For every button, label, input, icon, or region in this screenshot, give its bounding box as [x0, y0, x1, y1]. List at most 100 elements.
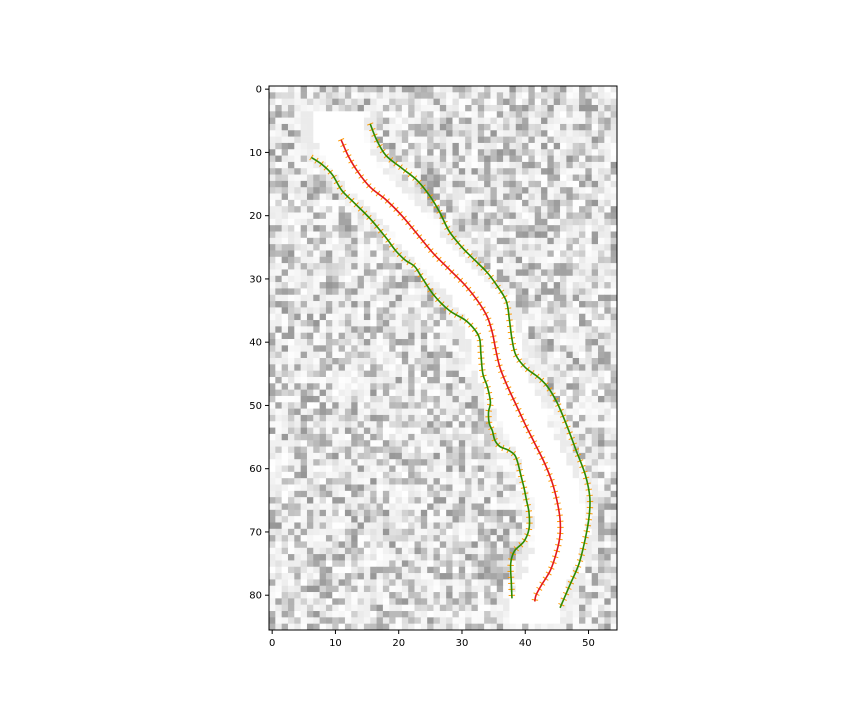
noise-pixel — [471, 358, 478, 365]
noise-pixel — [440, 92, 447, 99]
noise-pixel — [389, 554, 396, 561]
noise-pixel — [598, 535, 605, 542]
noise-pixel — [320, 352, 327, 359]
noise-pixel — [294, 472, 301, 479]
noise-pixel — [598, 453, 605, 460]
noise-pixel — [275, 263, 282, 270]
noise-pixel — [592, 206, 599, 213]
noise-pixel — [402, 225, 409, 232]
noise-pixel — [604, 213, 611, 220]
noise-pixel — [415, 377, 422, 384]
noise-pixel — [383, 428, 390, 435]
noise-pixel — [484, 352, 491, 359]
noise-pixel — [541, 503, 548, 510]
noise-pixel — [541, 181, 548, 188]
noise-pixel — [358, 111, 365, 118]
noise-pixel — [377, 333, 384, 340]
noise-pixel — [592, 579, 599, 586]
noise-pixel — [560, 352, 567, 359]
noise-pixel — [389, 257, 396, 264]
noise-pixel — [408, 586, 415, 593]
noise-pixel — [434, 175, 441, 182]
noise-pixel — [528, 560, 535, 567]
noise-pixel — [465, 238, 472, 245]
noise-pixel — [427, 478, 434, 485]
noise-pixel — [598, 118, 605, 125]
noise-pixel — [490, 364, 497, 371]
noise-pixel — [307, 415, 314, 422]
noise-pixel — [402, 434, 409, 441]
noise-pixel — [339, 617, 346, 624]
noise-pixel — [598, 522, 605, 529]
noise-pixel — [446, 383, 453, 390]
noise-pixel — [503, 105, 510, 112]
noise-pixel — [364, 288, 371, 295]
noise-pixel — [509, 371, 516, 378]
noise-pixel — [560, 611, 567, 618]
noise-pixel — [598, 605, 605, 612]
noise-pixel — [408, 466, 415, 473]
noise-pixel — [320, 194, 327, 201]
noise-pixel — [358, 257, 365, 264]
noise-pixel — [471, 466, 478, 473]
noise-pixel — [275, 156, 282, 163]
noise-pixel — [402, 402, 409, 409]
noise-pixel — [604, 478, 611, 485]
noise-pixel — [579, 377, 586, 384]
noise-pixel — [554, 105, 561, 112]
noise-pixel — [446, 586, 453, 593]
noise-pixel — [446, 168, 453, 175]
noise-pixel — [566, 137, 573, 144]
noise-pixel — [547, 307, 554, 314]
noise-pixel — [522, 231, 529, 238]
noise-pixel — [313, 244, 320, 251]
noise-pixel — [389, 225, 396, 232]
noise-pixel — [497, 421, 504, 428]
noise-pixel — [560, 225, 567, 232]
noise-pixel — [408, 592, 415, 599]
noise-pixel — [396, 187, 403, 194]
noise-pixel — [604, 320, 611, 327]
noise-pixel — [427, 206, 434, 213]
noise-pixel — [611, 364, 618, 371]
noise-pixel — [459, 617, 466, 624]
noise-pixel — [560, 181, 567, 188]
noise-pixel — [427, 415, 434, 422]
noise-pixel — [326, 522, 333, 529]
noise-pixel — [396, 99, 403, 106]
noise-pixel — [541, 105, 548, 112]
noise-pixel — [408, 314, 415, 321]
noise-pixel — [465, 415, 472, 422]
noise-pixel — [585, 586, 592, 593]
noise-pixel — [522, 250, 529, 257]
noise-pixel — [383, 225, 390, 232]
noise-pixel — [465, 396, 472, 403]
noise-pixel — [326, 554, 333, 561]
noise-pixel — [269, 617, 276, 624]
noise-pixel — [503, 497, 510, 504]
noise-pixel — [611, 333, 618, 340]
noise-pixel — [421, 605, 428, 612]
noise-pixel — [415, 605, 422, 612]
noise-pixel — [282, 485, 289, 492]
noise-pixel — [440, 137, 447, 144]
noise-pixel — [427, 567, 434, 574]
noise-pixel — [396, 421, 403, 428]
noise-pixel — [604, 200, 611, 207]
noise-pixel — [497, 383, 504, 390]
noise-pixel — [446, 447, 453, 454]
noise-pixel — [389, 383, 396, 390]
noise-pixel — [547, 434, 554, 441]
noise-pixel — [288, 383, 295, 390]
noise-pixel — [528, 295, 535, 302]
noise-pixel — [465, 586, 472, 593]
noise-pixel — [364, 206, 371, 213]
noise-pixel — [465, 466, 472, 473]
noise-pixel — [351, 535, 358, 542]
noise-pixel — [307, 250, 314, 257]
noise-pixel — [592, 339, 599, 346]
noise-pixel — [497, 333, 504, 340]
noise-pixel — [288, 402, 295, 409]
noise-pixel — [389, 276, 396, 283]
noise-pixel — [465, 269, 472, 276]
